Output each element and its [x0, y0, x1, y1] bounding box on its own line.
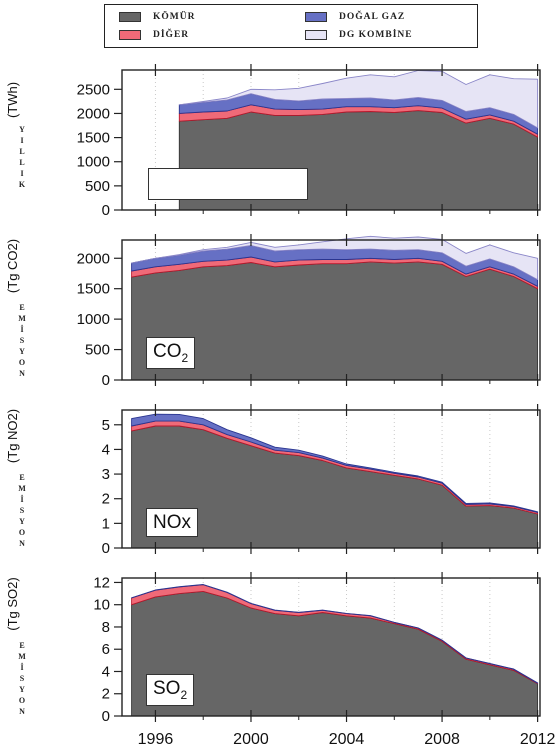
- nox-y-side-letter: S: [20, 506, 25, 515]
- nox-y-side-letter: E: [19, 473, 24, 482]
- co2-y-side-letter: İ: [20, 324, 23, 334]
- legend-item-komur: KÖMÜR: [119, 12, 195, 22]
- so2-y-tick-label: 2: [102, 686, 110, 703]
- so2-y-side-letter: O: [19, 696, 25, 705]
- co2-label-subscript: 2: [181, 350, 189, 365]
- nox-frame: [121, 409, 541, 549]
- x-tick-label: 1996: [138, 731, 174, 748]
- so2-y-tick-label: 6: [102, 641, 110, 658]
- energy-y-side-letter: L: [19, 158, 24, 167]
- energy-y-side-letter: K: [19, 180, 26, 189]
- nox-y-tick-label: 5: [102, 417, 110, 434]
- nox-y-side-letter: Y: [19, 517, 25, 526]
- co2-y-tick-label: 500: [85, 342, 110, 359]
- co2-area-dg-kombine: [131, 235, 539, 281]
- legend-swatch-diger: [119, 30, 141, 40]
- energy-y-tick-label: 500: [85, 178, 110, 195]
- legend-swatch-dogal-gaz: [305, 12, 327, 22]
- so2-y-tick-label: 8: [102, 619, 110, 636]
- nox-area-dogal-gaz: [131, 413, 539, 513]
- legend-swatch-dg-kombine: [305, 30, 327, 40]
- so2-frame: [121, 577, 541, 717]
- x-tick-label: 2004: [329, 731, 365, 748]
- energy-area-dg-kombine: [178, 70, 539, 129]
- nox-y-side-letter: İ: [20, 494, 23, 504]
- legend-item-dogal-gaz: DOĞAL GAZ: [305, 12, 405, 22]
- so2-y-side-letter: İ: [20, 662, 23, 672]
- legend-label-dogal-gaz: DOĞAL GAZ: [339, 12, 406, 22]
- co2-y-tick-label: 1500: [77, 281, 110, 298]
- so2-panel-label: SO2: [146, 674, 195, 706]
- x-tick-label: 2008: [424, 731, 460, 748]
- legend-label-diger: DİĞER: [153, 30, 190, 40]
- co2-panel-label: CO2: [146, 337, 196, 369]
- x-tick-label: 2012: [520, 731, 556, 748]
- nox-y-side-letter: O: [19, 528, 25, 537]
- nox-panel-label: NOx: [146, 508, 198, 537]
- legend-label-dg-kombine: DG KOMBİNE: [339, 30, 413, 40]
- energy-y-unit-label: (TWh): [5, 82, 20, 118]
- co2-y-tick-label: 1000: [77, 311, 110, 328]
- nox-y-side-letter: M: [18, 484, 26, 493]
- chart-legend: KÖMÜR DOĞAL GAZ DİĞER DG KOMBİNE: [104, 4, 478, 48]
- nox-y-unit-label: (Tg NO2): [5, 409, 20, 463]
- co2-y-side-letter: E: [19, 303, 24, 312]
- so2-y-tick-label: 12: [93, 574, 110, 591]
- energy-y-tick-label: 2000: [77, 105, 110, 122]
- blank-annotation-box: [148, 168, 308, 200]
- energy-y-side-letter: L: [19, 147, 24, 156]
- nox-y-tick-label: 4: [102, 441, 110, 458]
- co2-y-tick-label: 0: [102, 372, 110, 389]
- energy-y-tick-label: 0: [102, 202, 110, 219]
- energy-y-tick-label: 1000: [77, 154, 110, 171]
- so2-y-side-letter: N: [19, 707, 25, 716]
- so2-area-dogal-gaz: [131, 584, 539, 684]
- co2-label-text: CO: [153, 341, 182, 362]
- so2-y-side-letter: M: [18, 652, 26, 661]
- so2-y-tick-label: 4: [102, 663, 110, 680]
- co2-y-side-letter: M: [18, 314, 26, 323]
- so2-y-unit-label: (Tg SO2): [5, 577, 20, 630]
- nox-y-tick-label: 0: [102, 540, 110, 557]
- co2-y-tick-label: 2000: [77, 250, 110, 267]
- co2-y-unit-label: (Tg CO2): [5, 239, 20, 293]
- energy-frame: [121, 69, 541, 211]
- energy-y-side-letter: I: [20, 136, 23, 145]
- energy-y-tick-label: 2500: [77, 81, 110, 98]
- so2-y-side-letter: E: [19, 641, 24, 650]
- x-tick-label: 2000: [233, 731, 269, 748]
- so2-label-subscript: 2: [180, 687, 188, 702]
- legend-item-dg-kombine: DG KOMBİNE: [305, 30, 413, 40]
- co2-y-side-letter: S: [20, 336, 25, 345]
- co2-y-side-letter: Y: [19, 347, 25, 356]
- co2-y-side-letter: N: [19, 369, 25, 378]
- energy-y-side-letter: I: [20, 169, 23, 178]
- so2-label-text: SO: [153, 678, 181, 699]
- legend-label-komur: KÖMÜR: [153, 12, 196, 22]
- legend-item-diger: DİĞER: [119, 30, 189, 40]
- so2-y-tick-label: 10: [93, 597, 110, 614]
- nox-y-tick-label: 3: [102, 466, 110, 483]
- legend-swatch-komur: [119, 12, 141, 22]
- co2-y-side-letter: O: [19, 358, 25, 367]
- energy-y-side-letter: Y: [19, 125, 25, 134]
- energy-y-tick-label: 1500: [77, 130, 110, 147]
- nox-y-tick-label: 1: [102, 515, 110, 532]
- so2-y-side-letter: Y: [19, 685, 25, 694]
- co2-frame: [121, 239, 541, 381]
- nox-y-side-letter: N: [19, 539, 25, 548]
- so2-y-side-letter: S: [20, 674, 25, 683]
- so2-y-tick-label: 0: [102, 708, 110, 725]
- nox-y-tick-label: 2: [102, 491, 110, 508]
